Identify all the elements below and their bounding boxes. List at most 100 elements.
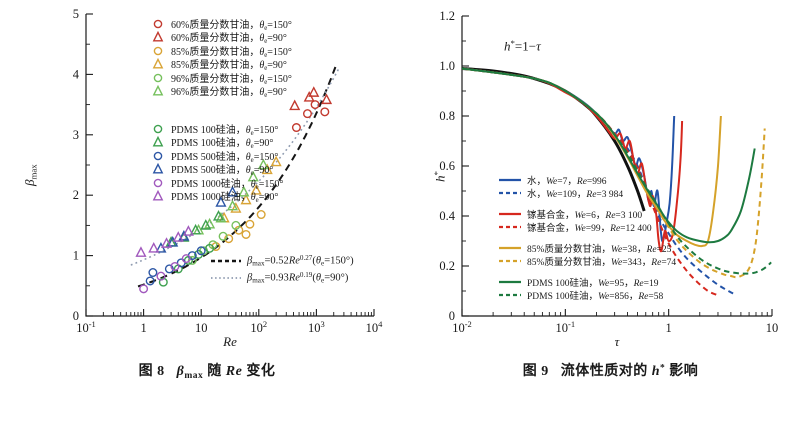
circle-marker-icon — [196, 246, 206, 256]
triangle-marker-icon — [212, 210, 225, 221]
legend-label: PDMS 100硅油，We=95，Re=19 — [527, 279, 659, 290]
figure-9: 0 0.2 0.4 0.6 0.8 1.0 1.2 10-2 10-1 1 10 h* τ h*=1… — [416, 4, 805, 380]
legend-item-pdms-1000-150: PDMS 1000硅油，θe=150° — [150, 176, 292, 191]
circle-marker-icon — [148, 268, 158, 278]
fig8-caption: 图 8 βmax 随 Re 变化 — [10, 360, 404, 381]
fig9-number: 图 9 — [522, 364, 549, 379]
x-tick-label: 1 — [140, 321, 146, 335]
y-tick-label: 4 — [73, 67, 80, 81]
triangle-marker-icon — [135, 246, 147, 257]
circle-marker-icon — [291, 123, 301, 133]
legend-item-pdms-100-90: PDMS 100硅油，θe=90° — [150, 136, 292, 150]
fig9-x-axis-label: τ — [614, 334, 620, 349]
fig8-number: 图 8 — [138, 364, 165, 379]
fig9-caption: 图 9 流体性质对的 h* 影响 — [416, 360, 805, 380]
legend-label: βmax=0.93Re0.19(θe=90°) — [247, 270, 349, 285]
legend-item-pdms100-we856: PDMS 100硅油，We=856，Re=58 — [498, 289, 676, 302]
triangle-marker-icon — [230, 202, 242, 213]
triangle-marker-icon — [270, 155, 282, 167]
triangle-marker-icon — [160, 237, 173, 248]
legend-label: 水，We=109，Re=3 984 — [527, 189, 624, 200]
circle-marker-icon — [153, 178, 163, 188]
legend-group: 60%质量分数甘油，θe=150° 60%质量分数甘油，θe=90° 85%质量分数… — [150, 17, 292, 100]
fig8-legend: 60%质量分数甘油，θe=150° 60%质量分数甘油，θe=90° 85%质量分数… — [150, 17, 292, 204]
y-tick-label: 2 — [73, 188, 79, 202]
circle-marker-icon — [153, 124, 163, 134]
line-sample-icon — [499, 259, 521, 262]
line-sample-icon — [499, 179, 521, 182]
triangle-marker-icon — [152, 163, 164, 174]
legend-label: PDMS 500硅油，θe=90° — [171, 165, 274, 178]
y-tick-label: 0.4 — [439, 209, 455, 223]
triangle-marker-icon — [226, 199, 239, 211]
legend-label: PDMS 1000硅油，θe=150° — [171, 178, 284, 191]
circle-marker-icon — [156, 271, 166, 281]
legend-item-pdms-100-150: PDMS 100硅油，θe=150° — [150, 122, 292, 137]
circle-marker-icon — [153, 73, 163, 83]
circle-marker-icon — [231, 220, 241, 230]
x-tick-label: 1 — [666, 321, 672, 335]
y-tick-label: 1.0 — [439, 59, 455, 73]
circle-marker-icon — [170, 261, 180, 271]
triangle-marker-icon — [215, 196, 227, 207]
line-sample-icon — [499, 281, 521, 284]
legend-item-pdms-1000-90: PDMS 1000硅油，θe=90° — [150, 190, 292, 204]
circle-marker-icon — [153, 151, 163, 161]
series-glycerin-85-150 — [211, 210, 266, 252]
legend-group: 水，We=7，Re=996 水，We=109，Re=3 984 — [498, 174, 676, 200]
y-tick-label: 0.2 — [439, 259, 455, 273]
legend-item-water-we109: 水，We=109，Re=3 984 — [498, 187, 676, 200]
triangle-marker-icon — [148, 242, 160, 253]
circle-marker-icon — [139, 284, 149, 294]
curves — [462, 67, 772, 296]
circle-marker-icon — [218, 231, 228, 241]
series-pdms-1000-150 — [139, 254, 191, 294]
fig9-legend: 水，We=7，Re=996 水，We=109，Re=3 984 镓基合金，We=6，… — [498, 174, 677, 302]
triangle-marker-icon — [289, 99, 301, 111]
figure-8: 0 1 2 3 4 5 10-1 1 10 102 103 104 βmax Re 60%质量分数甘油… — [10, 4, 404, 381]
circle-marker-icon — [241, 229, 251, 239]
fig9-y-axis-label: h* — [432, 171, 448, 182]
legend-item-pdms-500-150: PDMS 500硅油，θe=150° — [150, 149, 292, 164]
triangle-marker-icon — [257, 158, 269, 170]
legend-item-glycerin-85-150: 85%质量分数甘油，θe=150° — [150, 44, 292, 59]
x-tick-label: 10 — [195, 321, 208, 335]
legend-item-gallium-we6: 镓基合金，We=6，Re=3 100 — [498, 208, 676, 221]
line-sample-icon — [499, 225, 521, 228]
circle-marker-icon — [205, 243, 215, 253]
series-pdms-1000-90 — [135, 225, 194, 257]
legend-label: 镓基合金，We=6，Re=3 100 — [527, 211, 643, 222]
legend-item-fit-150: βmax=0.52Re0.27(θe=150°) — [210, 252, 354, 269]
x-tick-label: 10-2 — [452, 319, 472, 335]
fig8-x-axis-label: Re — [223, 334, 237, 349]
legend-group: 镓基合金，We=6，Re=3 100 镓基合金，We=99，Re=12 400 — [498, 208, 676, 234]
y-tick-label: 0.6 — [439, 159, 455, 173]
legend-label: 60%质量分数甘油，θe=90° — [171, 33, 287, 46]
circle-marker-icon — [320, 107, 330, 117]
legend-label: 85%质量分数甘油，θe=150° — [171, 46, 292, 59]
legend-item-glycerin-60-90: 60%质量分数甘油，θe=90° — [150, 31, 292, 45]
fig9-title: 流体性质对的 h* 影响 — [560, 363, 699, 379]
triangle-marker-icon — [152, 136, 164, 147]
x-tick-label: 10 — [766, 321, 779, 335]
triangle-marker-icon — [240, 193, 252, 205]
fig8-chart-area: 0 1 2 3 4 5 10-1 1 10 102 103 104 βmax Re 60%质量分数甘油… — [10, 4, 404, 356]
y-tick-label: 1.2 — [439, 9, 455, 23]
y-tick-label: 3 — [73, 128, 79, 142]
legend-label: PDMS 100硅油，We=856，Re=58 — [527, 291, 664, 302]
legend-label: 85%质量分数甘油，We=343，Re=74 — [527, 257, 677, 268]
legend-label: 96%质量分数甘油，θe=90° — [171, 87, 287, 100]
legend-item-glycerin-60-150: 60%质量分数甘油，θe=150° — [150, 17, 292, 32]
triangle-marker-icon — [226, 185, 239, 197]
y-tick-label: 0.8 — [439, 109, 455, 123]
legend-item-glycerin-85-90: 85%质量分数甘油，θe=90° — [150, 58, 292, 72]
circle-marker-icon — [302, 109, 312, 119]
triangle-marker-icon — [238, 185, 250, 197]
legend-label: 镓基合金，We=99，Re=12 400 — [527, 223, 652, 234]
circle-marker-icon — [256, 210, 266, 220]
triangle-marker-icon — [190, 223, 202, 235]
fit-line-fit-90 — [130, 67, 341, 266]
triangle-marker-icon — [152, 31, 164, 42]
fig8-y-axis-label: βmax — [22, 164, 39, 186]
fig8-fit-legend: βmax=0.52Re0.27(θe=150°) βmax=0.93Re0.19(… — [210, 252, 354, 286]
